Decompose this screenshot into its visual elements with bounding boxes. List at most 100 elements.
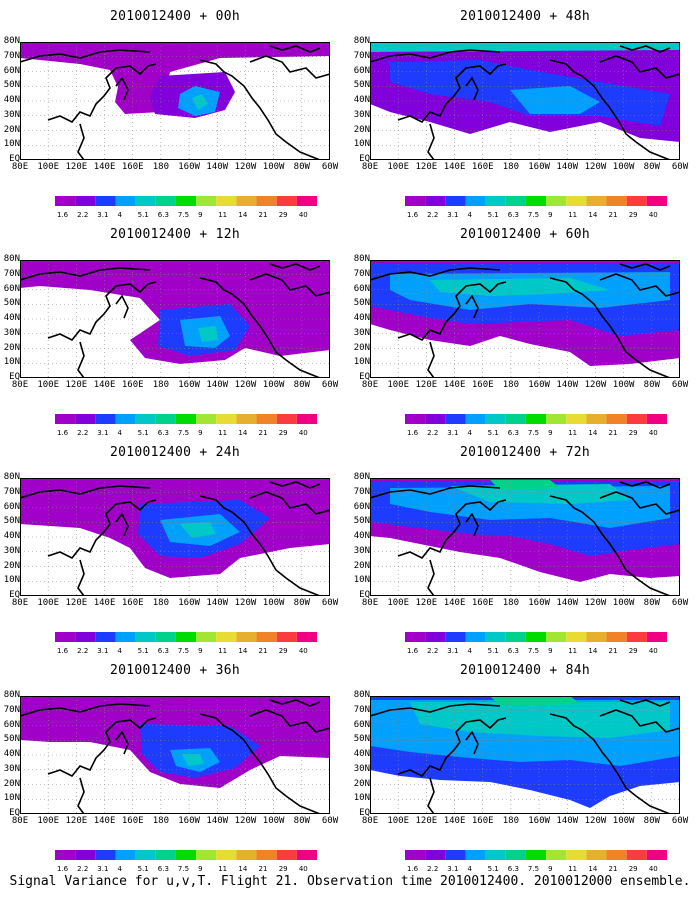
colorbar-swatch: [75, 632, 96, 642]
variance-contour-fill: [490, 696, 580, 706]
coastline: [549, 59, 671, 160]
lat-tick-label: 80N: [353, 36, 370, 46]
lat-tick-label: 20N: [353, 778, 370, 789]
lat-tick-label: 80N: [3, 36, 20, 46]
map-panel: 2010012400 + 12h 80N 70N 60N 50N 40N 30N 20N 10N…: [0, 218, 350, 437]
colorbar-level-label: 5.1: [138, 647, 149, 655]
lat-tick-label: 40N: [353, 95, 370, 105]
coastline: [427, 559, 435, 596]
colorbar-swatch: [115, 196, 136, 206]
colorbar-level-label: 7.5: [178, 211, 189, 219]
lat-tick-label: 60N: [3, 283, 20, 294]
colorbar-level-label: 3.1: [447, 429, 458, 437]
coastline: [465, 730, 479, 755]
coastline: [249, 55, 330, 79]
colorbar-swatch: [525, 196, 547, 206]
lon-tick-label: 80W: [293, 380, 310, 390]
lon-tick-label: 100E: [387, 380, 410, 390]
colorbar-level-label: 40: [649, 211, 658, 219]
lon-tick-label: 80E: [361, 598, 379, 608]
panel-title: 2010012400 + 72h: [459, 445, 591, 460]
lon-tick-label: 140W: [206, 598, 229, 608]
colorbar-swatch: [55, 632, 76, 642]
lon-tick-label: 80W: [643, 162, 660, 172]
colorbar-level-label: 14: [588, 865, 597, 873]
lat-tick-label: 50N: [3, 516, 20, 527]
lon-tick-label: 120W: [584, 598, 607, 608]
colorbar-level-label: 21: [259, 865, 268, 873]
lon-tick-label: 60W: [671, 162, 689, 172]
lon-tick-label: 120E: [65, 380, 88, 390]
variance-map: [370, 696, 680, 814]
colorbar-swatch: [196, 196, 217, 206]
coastline: [269, 45, 321, 53]
colorbar-level-label: 9: [198, 865, 202, 873]
colorbar-level-label: 3.1: [447, 647, 458, 655]
variance-map: [20, 478, 330, 596]
coastline: [549, 495, 671, 596]
lat-tick-label: 40N: [3, 531, 20, 541]
lon-tick-label: 180: [502, 162, 520, 172]
lon-tick-label: 60W: [321, 598, 339, 608]
lon-tick-label: 160W: [528, 598, 550, 608]
lat-tick-label: 60N: [353, 283, 370, 294]
colorbar-swatch: [175, 414, 197, 424]
lon-tick-label: 140W: [206, 380, 229, 390]
lat-tick-label: 80N: [353, 472, 370, 482]
colorbar-swatch: [505, 414, 526, 424]
lon-tick-label: 60W: [671, 598, 689, 608]
colorbar-swatch: [405, 632, 426, 642]
colorbar-level-label: 4: [467, 865, 472, 873]
lat-tick-label: 10N: [3, 139, 20, 150]
coastline: [397, 281, 507, 342]
colorbar-swatch: [196, 850, 217, 860]
lat-tick-label: 60N: [3, 501, 20, 512]
colorbar-level-label: 2.2: [427, 429, 438, 437]
colorbar-level-label: 29: [629, 647, 638, 655]
colorbar-swatch: [296, 196, 317, 206]
lon-tick-label: 80E: [11, 162, 29, 172]
lon-tick-label: 100E: [37, 598, 60, 608]
map-panel: 2010012400 + 72h 80N 70N 60N 50N 40N 30N 20N 10N…: [350, 436, 700, 655]
colorbar-swatch: [115, 850, 136, 860]
colorbar-level-label: 21: [259, 211, 268, 219]
colorbar-swatch: [485, 850, 506, 860]
lat-tick-label: 10N: [3, 357, 20, 368]
colorbar-swatch: [155, 850, 176, 860]
lat-tick-label: 40N: [353, 531, 370, 541]
map-panel: 2010012400 + 00h 80N 70N 60N 50N 40N 30N 20N 10N…: [0, 0, 350, 219]
colorbar-level-label: 6.3: [508, 211, 519, 219]
colorbar-level-label: 6.3: [508, 647, 519, 655]
colorbar-level-label: 6.3: [158, 211, 169, 219]
colorbar-swatch: [405, 850, 426, 860]
colorbar-level-label: 29: [629, 429, 638, 437]
coastline: [199, 277, 321, 378]
lat-tick-label: 50N: [353, 298, 370, 309]
colorbar-level-label: 4: [117, 647, 122, 655]
lat-tick-label: 70N: [3, 268, 20, 279]
colorbar: 1.6 2.2 3.1 4 5.1 6.3 7.5 9 11 14 21 29 40: [405, 414, 667, 437]
lon-tick-label: 120E: [65, 816, 88, 826]
colorbar-swatch: [425, 632, 446, 642]
coastline: [465, 512, 479, 537]
colorbar-swatch: [296, 850, 317, 860]
lon-tick-label: 180: [152, 162, 170, 172]
colorbar-swatch: [276, 414, 297, 424]
variance-contour-fill: [192, 94, 208, 110]
lon-tick-label: 140W: [556, 380, 579, 390]
colorbar-swatch: [155, 196, 176, 206]
lon-tick-label: 80W: [643, 380, 660, 390]
colorbar-swatch: [175, 632, 197, 642]
colorbar-swatch: [276, 632, 297, 642]
colorbar-swatch: [75, 850, 96, 860]
coastline: [115, 76, 129, 101]
colorbar-level-label: 11: [568, 865, 577, 873]
colorbar-level-label: 9: [548, 865, 552, 873]
colorbar-level-label: 5.1: [488, 865, 499, 873]
lat-tick-label: 30N: [3, 109, 20, 120]
lon-tick-label: 160E: [471, 598, 494, 608]
colorbar-level-label: 14: [238, 647, 247, 655]
colorbar: 1.6 2.2 3.1 4 5.1 6.3 7.5 9 11 14 21 29 40: [55, 414, 317, 437]
colorbar-swatch: [216, 196, 237, 206]
lon-tick-label: 120E: [65, 598, 88, 608]
